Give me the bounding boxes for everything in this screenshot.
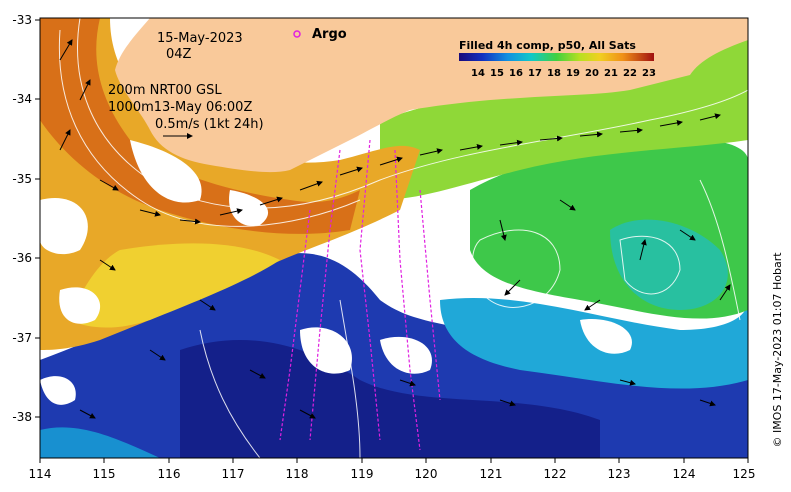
legend-tick: 23 [642,68,656,79]
credit-label: © IMOS 17-May-2023 01:07 Hobart [771,252,784,448]
scale-label: 0.5m/s (1kt 24h) [155,117,264,132]
lat-tick-label: -34 [12,92,32,106]
longitude-axis: 114 115 116 117 118 119 120 121 122 123 … [29,458,756,481]
deep-cold-patch [180,340,600,458]
lon-tick-label: 122 [544,467,567,481]
argo-marker [293,30,301,38]
legend-tick: 17 [528,68,542,79]
lat-tick-label: -38 [12,410,32,424]
current-info-line-1: 200m NRT00 GSL [108,83,222,98]
legend-tick: 21 [604,68,618,79]
lat-tick-label: -37 [12,331,32,345]
argo-tracks [279,139,441,451]
lon-tick-label: 123 [608,467,631,481]
lat-tick-label: -36 [12,251,32,265]
lat-tick-label: -35 [12,172,32,186]
date-label: 15-May-2023 [157,31,243,46]
legend-tick: 14 [471,68,485,79]
legend-tick: 19 [566,68,580,79]
legend-tick: 20 [585,68,599,79]
legend-title: Filled 4h comp, p50, All Sats [459,39,636,52]
hot-core [40,18,360,234]
lon-tick-label: 116 [158,467,181,481]
time-label: 04Z [166,47,192,62]
lon-tick-label: 125 [733,467,756,481]
legend-colorbar [459,53,654,61]
lon-tick-label: 124 [673,467,696,481]
contour-lines [58,18,748,458]
latitude-axis: -33 -34 -35 -36 -37 -38 [12,13,40,424]
lon-tick-label: 119 [351,467,374,481]
current-vectors [59,39,731,419]
lon-tick-label: 121 [480,467,503,481]
current-info-line-2: 1000m13-May 06:00Z [108,100,252,115]
legend-tick: 16 [509,68,523,79]
yellow-band [70,243,280,328]
argo-label: Argo [312,27,347,42]
lat-tick-label: -33 [12,13,32,27]
plot-frame [39,17,749,459]
legend-tick: 15 [490,68,504,79]
lon-tick-label: 120 [415,467,438,481]
plot-area: Argo 15-May-2023 04Z 200m NRT00 GSL 1000… [40,18,748,458]
legend-tick: 22 [623,68,637,79]
cyan-west [40,427,160,458]
lon-tick-label: 115 [93,467,116,481]
lon-tick-label: 118 [286,467,309,481]
color-legend: Filled 4h comp, p50, All Sats 14 15 16 1… [459,39,656,79]
cyan-eddy [610,219,728,310]
legend-tick: 18 [547,68,561,79]
lon-tick-label: 114 [29,467,52,481]
lon-tick-label: 117 [222,467,245,481]
legend-ticks: 14 15 16 17 18 19 20 21 22 23 [471,68,656,79]
cloud-gaps [40,140,632,405]
